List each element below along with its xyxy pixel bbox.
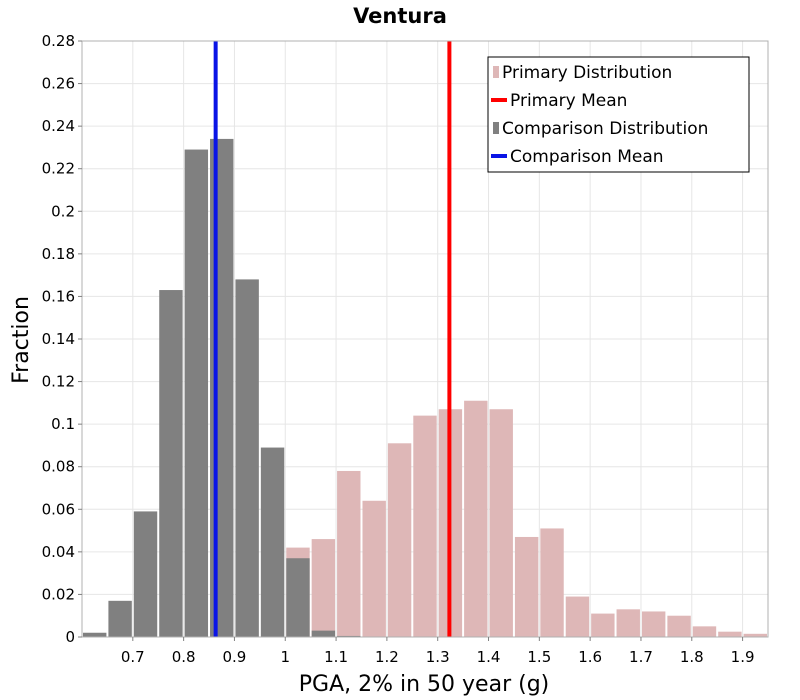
y-tick-label: 0 xyxy=(65,628,75,646)
primary-mean-legend-label: Primary Mean xyxy=(510,91,627,111)
primary-distribution-bar xyxy=(362,500,386,637)
y-axis-label: Fraction xyxy=(9,296,34,384)
primary-distribution-bar xyxy=(540,528,564,637)
primary-distribution-bar xyxy=(718,631,742,637)
legend: Primary Distribution Primary Mean Comparis… xyxy=(487,56,750,173)
x-tick-label: 1.1 xyxy=(324,648,348,666)
primary-distribution-bar xyxy=(337,470,361,637)
x-axis-label: PGA, 2% in 50 year (g) xyxy=(299,672,550,697)
y-tick-label: 0.28 xyxy=(42,32,75,50)
y-tick-label: 0.16 xyxy=(42,287,75,305)
comparison-distribution-legend-label: Comparison Distribution xyxy=(502,119,708,139)
primary-distribution-legend-swatch xyxy=(493,66,499,78)
primary-distribution-bar xyxy=(514,536,539,637)
chart-title: Ventura xyxy=(353,4,447,28)
y-tick-label: 0.02 xyxy=(42,585,75,603)
y-tick-label: 0.18 xyxy=(42,245,75,263)
comparison-distribution-bar xyxy=(260,447,285,637)
y-tick-label: 0.12 xyxy=(42,373,75,391)
primary-distribution-bar xyxy=(743,633,767,637)
x-tick-label: 0.9 xyxy=(223,648,247,666)
comparison-distribution-bar xyxy=(286,558,310,637)
y-tick-label: 0.24 xyxy=(42,117,75,135)
primary-distribution-bar xyxy=(591,613,615,637)
bars xyxy=(83,138,767,638)
y-tick-label: 0.08 xyxy=(42,458,75,476)
x-tick-label: 1.5 xyxy=(527,648,551,666)
primary-distribution-bar xyxy=(616,609,640,637)
y-tick-label: 0.22 xyxy=(42,160,75,178)
y-tick-label: 0.26 xyxy=(42,75,75,93)
x-tick-label: 1.2 xyxy=(375,648,399,666)
primary-distribution-bar xyxy=(489,409,513,637)
x-tick-label: 0.8 xyxy=(172,648,196,666)
primary-distribution-bar xyxy=(641,611,666,637)
primary-distribution-bar xyxy=(464,400,488,637)
primary-distribution-bar xyxy=(565,596,590,637)
comparison-distribution-bar xyxy=(184,149,209,638)
comparison-distribution-bar xyxy=(337,635,361,637)
primary-distribution-bar xyxy=(667,615,691,637)
comparison-distribution-bar xyxy=(83,632,107,637)
primary-distribution-legend-label: Primary Distribution xyxy=(502,63,672,83)
x-tick-label: 1.7 xyxy=(629,648,653,666)
y-tick-label: 0.06 xyxy=(42,500,75,518)
y-axis-ticks: 0 0.02 0.04 0.06 0.08 0.1 0.12 0.14 0.16 0.18 0.2 0… xyxy=(42,32,82,646)
y-tick-label: 0.1 xyxy=(51,415,75,433)
primary-distribution-bar xyxy=(413,415,437,637)
primary-distribution-bar xyxy=(692,626,717,637)
comparison-distribution-bar xyxy=(235,279,259,637)
x-tick-label: 1.9 xyxy=(731,648,755,666)
legend-box xyxy=(487,56,750,173)
comparison-distribution-legend-swatch xyxy=(493,122,499,134)
comparison-distribution-bar xyxy=(311,630,336,637)
mean-lines xyxy=(213,41,452,637)
x-tick-label: 0.7 xyxy=(121,648,145,666)
x-tick-label: 1 xyxy=(280,648,290,666)
comparison-distribution-bar xyxy=(133,511,158,637)
y-tick-label: 0.04 xyxy=(42,543,75,561)
x-axis-ticks: 0.7 0.8 0.9 1 1.1 1.2 1.3 1.4 1.5 1.6 1.7 1.8 1.9 xyxy=(121,637,755,666)
primary-distribution-bar xyxy=(311,539,336,637)
comparison-distribution-bar xyxy=(210,138,234,637)
comparison-mean-legend-label: Comparison Mean xyxy=(510,147,664,167)
comparison-distribution-bar xyxy=(159,290,183,637)
comparison-distribution-bar xyxy=(108,600,132,637)
x-tick-label: 1.3 xyxy=(426,648,450,666)
y-tick-label: 0.14 xyxy=(42,330,75,348)
x-tick-label: 1.6 xyxy=(578,648,602,666)
x-tick-label: 1.4 xyxy=(477,648,501,666)
y-tick-label: 0.2 xyxy=(51,202,75,220)
x-tick-label: 1.8 xyxy=(680,648,704,666)
primary-distribution-bar xyxy=(387,443,412,637)
